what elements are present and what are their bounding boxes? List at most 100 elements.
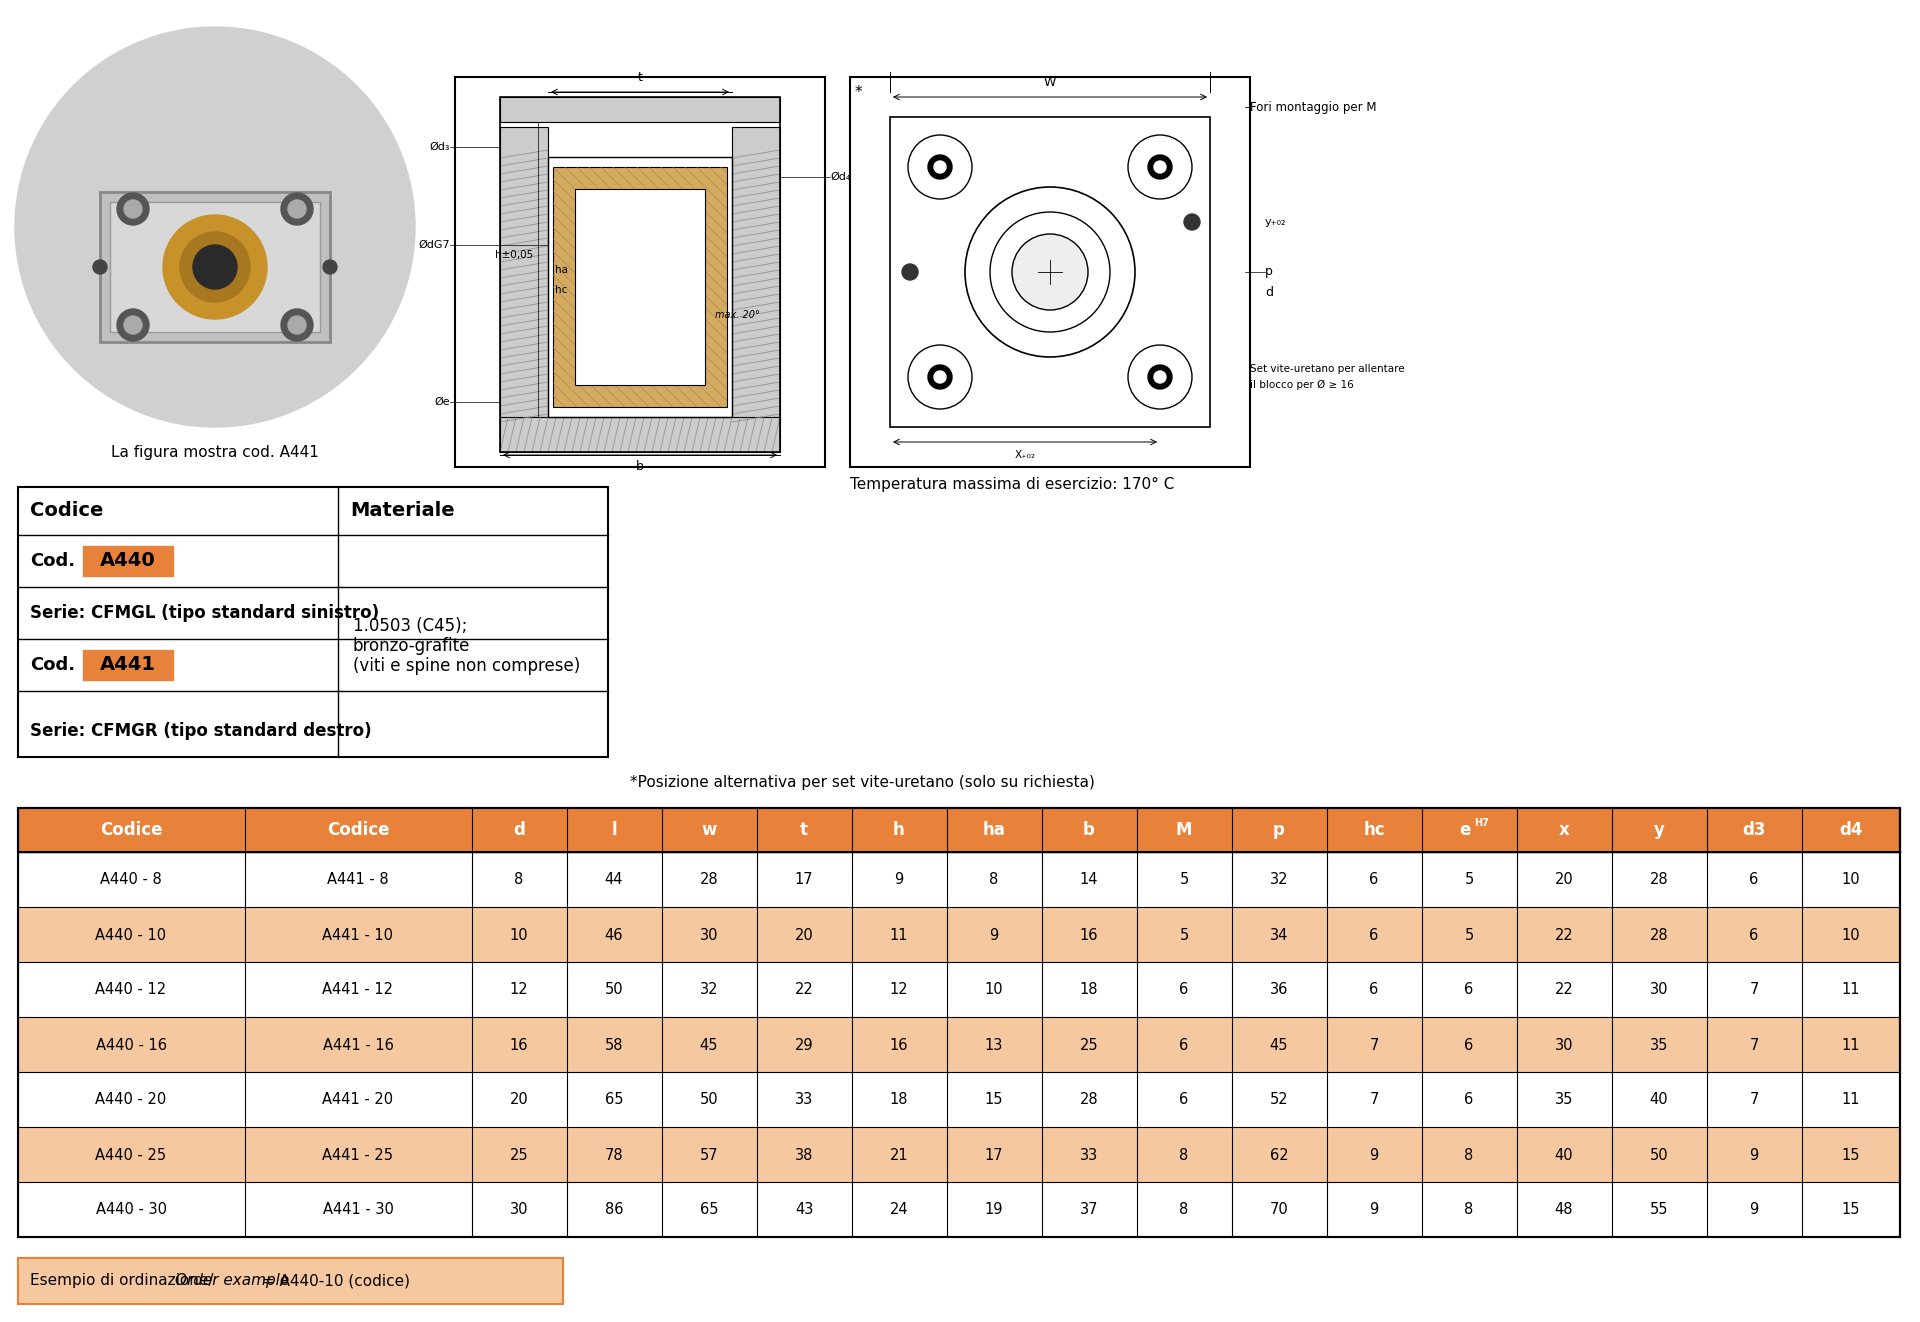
Text: 7: 7 bbox=[1369, 1092, 1379, 1108]
Text: A441 - 30: A441 - 30 bbox=[323, 1203, 394, 1218]
Text: 28: 28 bbox=[699, 873, 718, 887]
Text: A441 - 16: A441 - 16 bbox=[323, 1038, 394, 1052]
Circle shape bbox=[288, 316, 305, 334]
Text: t: t bbox=[637, 71, 643, 85]
Text: 7: 7 bbox=[1749, 1092, 1759, 1108]
Text: 6: 6 bbox=[1369, 873, 1379, 887]
Text: h±0,05: h±0,05 bbox=[495, 250, 534, 260]
Text: 6: 6 bbox=[1179, 982, 1188, 998]
Text: 20: 20 bbox=[795, 928, 814, 943]
Text: 15: 15 bbox=[1841, 1203, 1860, 1218]
Text: 40: 40 bbox=[1555, 1147, 1572, 1162]
Text: 5: 5 bbox=[1179, 928, 1188, 943]
Text: 8: 8 bbox=[515, 873, 524, 887]
Text: max. 20°: max. 20° bbox=[714, 309, 760, 320]
Text: Serie: CFMGL (tipo standard sinistro): Serie: CFMGL (tipo standard sinistro) bbox=[31, 604, 378, 621]
Text: 52: 52 bbox=[1269, 1092, 1288, 1108]
Text: 32: 32 bbox=[1269, 873, 1288, 887]
Text: p: p bbox=[1265, 266, 1273, 279]
Text: 48: 48 bbox=[1555, 1203, 1572, 1218]
Text: 15: 15 bbox=[1841, 1147, 1860, 1162]
Text: 86: 86 bbox=[605, 1203, 624, 1218]
Text: 16: 16 bbox=[1079, 928, 1098, 943]
Text: hc: hc bbox=[555, 286, 568, 295]
Text: 45: 45 bbox=[699, 1038, 718, 1052]
Text: 8: 8 bbox=[989, 873, 998, 887]
Text: W: W bbox=[1044, 75, 1056, 89]
Circle shape bbox=[280, 193, 313, 225]
Text: 8: 8 bbox=[1465, 1147, 1475, 1162]
Text: 28: 28 bbox=[1079, 1092, 1098, 1108]
Text: A440 - 12: A440 - 12 bbox=[96, 982, 167, 998]
Text: 12: 12 bbox=[509, 982, 528, 998]
Text: e: e bbox=[1459, 821, 1471, 839]
Text: 28: 28 bbox=[1649, 928, 1668, 943]
Text: 6: 6 bbox=[1749, 873, 1759, 887]
Text: 30: 30 bbox=[699, 928, 718, 943]
Text: 30: 30 bbox=[1555, 1038, 1572, 1052]
Text: 5: 5 bbox=[1179, 873, 1188, 887]
Bar bbox=[547, 157, 732, 416]
Bar bbox=[574, 189, 705, 385]
Text: hc: hc bbox=[1363, 821, 1384, 839]
Text: 16: 16 bbox=[889, 1038, 908, 1052]
Bar bbox=[17, 808, 1901, 1237]
Text: Codice: Codice bbox=[100, 821, 163, 839]
Text: 18: 18 bbox=[889, 1092, 908, 1108]
Bar bbox=[17, 907, 1901, 962]
Text: *Posizione alternativa per set vite-uretano (solo su richiesta): *Posizione alternativa per set vite-uret… bbox=[630, 775, 1094, 789]
Text: A441 - 20: A441 - 20 bbox=[323, 1092, 394, 1108]
Bar bbox=[499, 416, 780, 452]
Text: 9: 9 bbox=[895, 873, 904, 887]
Bar bbox=[100, 192, 330, 342]
Text: 11: 11 bbox=[1841, 1092, 1860, 1108]
Circle shape bbox=[902, 264, 918, 280]
Text: 35: 35 bbox=[1649, 1038, 1668, 1052]
Text: 9: 9 bbox=[1749, 1203, 1759, 1218]
Circle shape bbox=[194, 245, 236, 290]
Text: 33: 33 bbox=[1079, 1147, 1098, 1162]
Text: 5: 5 bbox=[1465, 928, 1475, 943]
Text: 24: 24 bbox=[889, 1203, 908, 1218]
Text: A441: A441 bbox=[100, 656, 156, 674]
Circle shape bbox=[117, 309, 150, 341]
Text: 28: 28 bbox=[1649, 873, 1668, 887]
Bar bbox=[109, 202, 321, 332]
Circle shape bbox=[323, 260, 338, 274]
Text: 21: 21 bbox=[889, 1147, 908, 1162]
Text: 6: 6 bbox=[1369, 982, 1379, 998]
Text: 58: 58 bbox=[605, 1038, 624, 1052]
Circle shape bbox=[1154, 161, 1165, 173]
Bar bbox=[17, 851, 1901, 907]
Text: Set vite-uretano per allentare: Set vite-uretano per allentare bbox=[1250, 364, 1405, 374]
Bar bbox=[83, 546, 173, 576]
Text: La figura mostra cod. A441: La figura mostra cod. A441 bbox=[111, 444, 319, 460]
Text: b: b bbox=[1083, 821, 1094, 839]
Text: 50: 50 bbox=[605, 982, 624, 998]
Text: 33: 33 bbox=[795, 1092, 814, 1108]
Circle shape bbox=[908, 345, 972, 408]
Text: 70: 70 bbox=[1269, 1203, 1288, 1218]
Text: Ød₃: Ød₃ bbox=[430, 141, 449, 152]
Text: A441 - 8: A441 - 8 bbox=[326, 873, 390, 887]
Text: 6: 6 bbox=[1465, 982, 1475, 998]
Text: 6: 6 bbox=[1179, 1038, 1188, 1052]
Bar bbox=[83, 650, 173, 680]
Circle shape bbox=[1012, 234, 1089, 309]
Text: A440 - 25: A440 - 25 bbox=[96, 1147, 167, 1162]
Bar bbox=[851, 77, 1250, 467]
Text: Ød₄: Ød₄ bbox=[829, 172, 851, 182]
Text: d: d bbox=[513, 821, 524, 839]
Text: A440 - 30: A440 - 30 bbox=[96, 1203, 167, 1218]
Text: 11: 11 bbox=[1841, 982, 1860, 998]
Circle shape bbox=[1148, 365, 1171, 389]
Text: 25: 25 bbox=[1079, 1038, 1098, 1052]
Text: 50: 50 bbox=[1649, 1147, 1668, 1162]
Text: t: t bbox=[801, 821, 808, 839]
Text: 43: 43 bbox=[795, 1203, 814, 1218]
Bar bbox=[17, 1126, 1901, 1182]
Text: 9: 9 bbox=[1369, 1203, 1379, 1218]
Text: 40: 40 bbox=[1649, 1092, 1668, 1108]
Bar bbox=[17, 486, 609, 758]
Text: 5: 5 bbox=[1465, 873, 1475, 887]
